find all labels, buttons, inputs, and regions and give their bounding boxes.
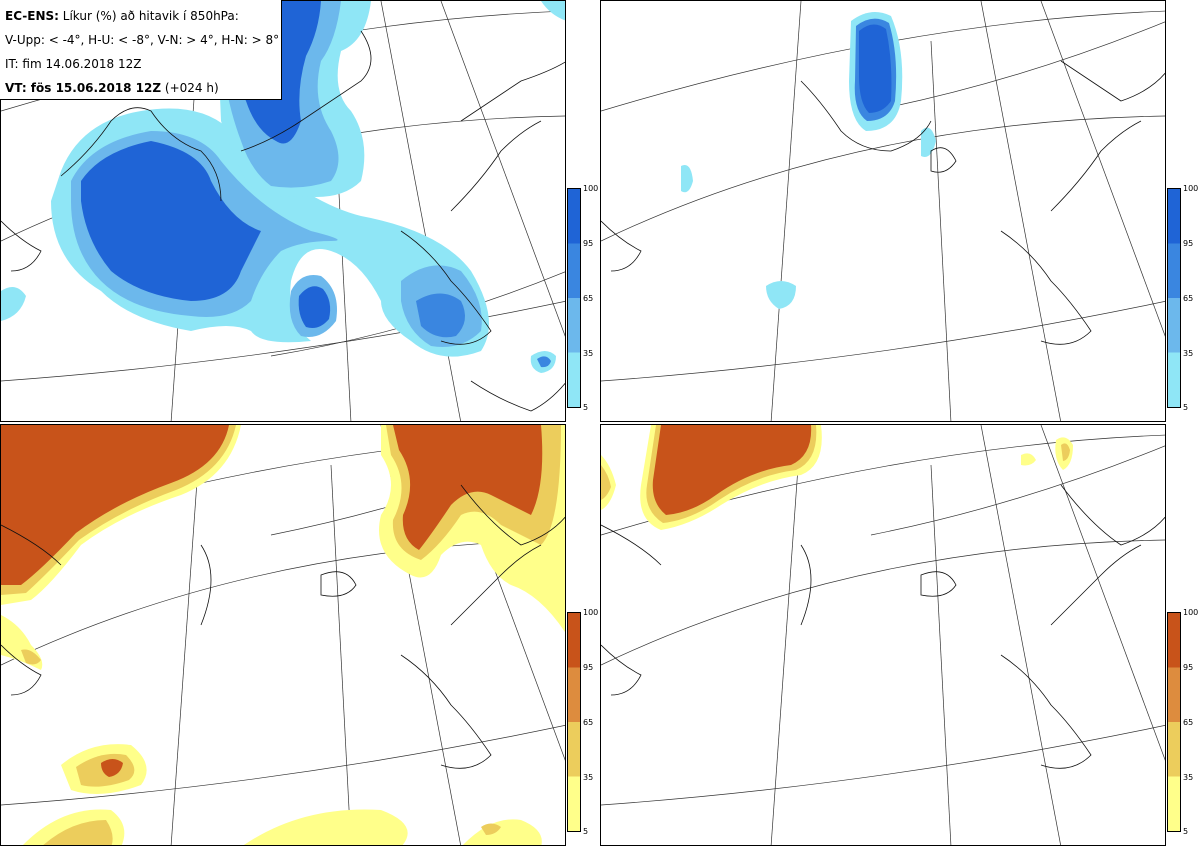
colorbar-warm-gradient [1167, 612, 1181, 832]
valid-time-line: VT: fös 15.06.2018 12Z (+024 h) [5, 76, 276, 100]
tick-label: 65 [583, 294, 594, 303]
coastlines [601, 484, 1165, 769]
map-title: Líkur (%) að hitavik í 850hPa: [62, 9, 239, 23]
tick-label: 35 [1183, 773, 1194, 782]
colorbar-warm-gradient [567, 612, 581, 832]
colorbar-cold: 100 95 65 35 5 [1167, 184, 1200, 412]
title-line: EC-ENS: Líkur (%) að hitavik í 850hPa: [5, 4, 276, 28]
colorbar-warm-left: 100 95 65 35 5 [567, 608, 601, 836]
cold-anomaly-field [681, 12, 936, 309]
tick-label: 95 [583, 239, 594, 248]
colorbar-cold-left: 100 95 65 35 5 [567, 184, 601, 412]
threshold-line: V-Upp: < -4°, H-U: < -8°, V-N: > 4°, H-N… [5, 33, 280, 47]
cold-anomaly-field [1, 1, 565, 373]
probability-map-bottom-right [601, 425, 1165, 845]
tick-label: 35 [1183, 349, 1194, 358]
map-panel-bottom-right [600, 424, 1166, 846]
colorbar-cold-gradient [1167, 188, 1181, 408]
tick-label: 5 [1183, 403, 1189, 412]
tick-label: 35 [583, 773, 594, 782]
tick-label: 100 [583, 608, 599, 617]
valid-time: VT: fös 15.06.2018 12Z [5, 81, 162, 95]
init-time: IT: fim 14.06.2018 12Z [5, 57, 142, 71]
map-panel-top-left [0, 0, 566, 422]
coastlines [1, 484, 565, 769]
tick-label: 5 [1183, 827, 1189, 836]
probability-map-bottom-left [1, 425, 565, 845]
tick-label: 5 [583, 827, 589, 836]
tick-label: 95 [1183, 239, 1194, 248]
lead-time: (+024 h) [164, 81, 219, 95]
model-name: EC-ENS: [5, 9, 59, 23]
tick-label: 100 [1183, 184, 1199, 193]
tick-label: 35 [583, 349, 594, 358]
map-panel-bottom-left [0, 424, 566, 846]
coastlines [601, 60, 1165, 345]
warm-anomaly-field [1, 425, 565, 845]
tick-label: 65 [583, 718, 594, 727]
map-legend-header: EC-ENS: Líkur (%) að hitavik í 850hPa: V… [0, 0, 282, 100]
colorbar-cold-gradient [567, 188, 581, 408]
tick-label: 95 [1183, 663, 1194, 672]
tick-label: 95 [583, 663, 594, 672]
warm-anomaly-field [601, 425, 1073, 530]
tick-label: 100 [1183, 608, 1199, 617]
map-panel-top-right [600, 0, 1166, 422]
colorbar-warm-right: 100 95 65 35 5 [1167, 608, 1200, 836]
tick-label: 100 [583, 184, 599, 193]
tick-label: 65 [1183, 718, 1194, 727]
coastlines [1, 30, 565, 412]
probability-map-top-left [1, 1, 565, 421]
tick-label: 5 [583, 403, 589, 412]
probability-map-top-right [601, 1, 1165, 421]
tick-label: 65 [1183, 294, 1194, 303]
